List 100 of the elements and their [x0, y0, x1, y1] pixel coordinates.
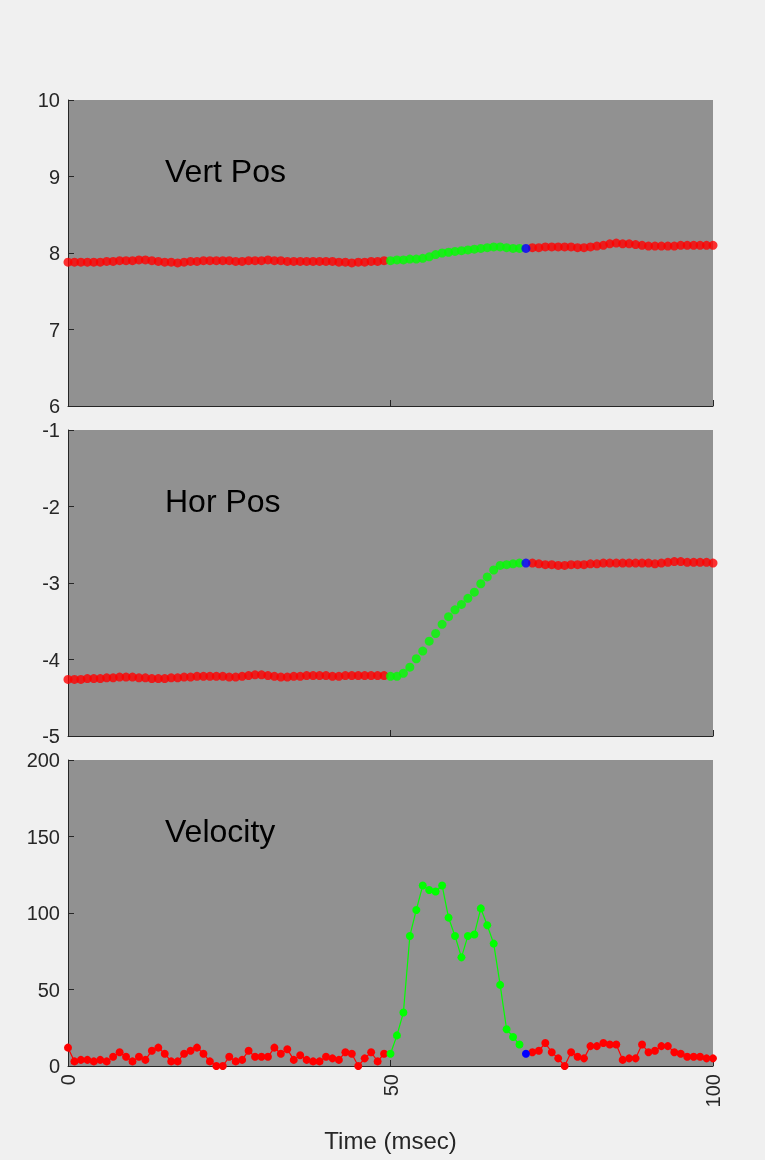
point: [612, 1040, 621, 1049]
point: [509, 1032, 518, 1041]
y-tick-label: -2: [42, 495, 60, 518]
y-tick-label: 100: [26, 902, 60, 924]
point: [244, 1046, 253, 1055]
point: [457, 953, 466, 962]
point: [122, 1052, 131, 1061]
point: [444, 612, 454, 622]
point: [463, 593, 473, 603]
point: [160, 1049, 169, 1058]
point: [141, 1055, 150, 1064]
point: [398, 668, 408, 678]
point: [625, 1054, 634, 1063]
x-tick-label: 100: [702, 1074, 724, 1108]
point: [225, 1052, 234, 1061]
point: [334, 1055, 343, 1064]
point: [483, 921, 492, 930]
point: [418, 646, 428, 656]
point: [115, 1048, 124, 1057]
point: [411, 654, 421, 664]
point: [315, 1057, 324, 1066]
point: [193, 1043, 201, 1052]
point: [567, 1048, 576, 1057]
y-tick-label: -3: [42, 572, 60, 594]
point: [322, 1052, 330, 1061]
y-tick-label: 0: [48, 1055, 60, 1077]
y-tick-label: 9: [48, 165, 60, 188]
point: [328, 1054, 337, 1063]
point: [592, 1042, 601, 1051]
point: [205, 1057, 214, 1066]
point: [218, 1062, 227, 1070]
y-tick-label: 10: [37, 89, 60, 111]
y-tick-label: 7: [48, 318, 60, 341]
point: [186, 1046, 195, 1055]
point: [367, 1048, 376, 1057]
point: [102, 1057, 111, 1066]
x-axis-title: Time (msec): [324, 1126, 457, 1154]
point: [650, 1046, 659, 1055]
point: [482, 572, 492, 582]
point: [670, 1048, 679, 1057]
point: [676, 1049, 685, 1058]
point: [296, 1051, 305, 1060]
point: [76, 1055, 85, 1064]
point: [154, 1043, 163, 1052]
point: [437, 619, 447, 629]
point: [212, 1062, 221, 1070]
point: [696, 1052, 705, 1061]
point: [534, 1046, 543, 1055]
point: [289, 1055, 298, 1064]
point: [147, 1046, 156, 1055]
point: [515, 1040, 524, 1049]
point: [469, 587, 479, 597]
point: [709, 1054, 717, 1063]
point: [476, 904, 485, 913]
point: [109, 1052, 118, 1061]
point: [431, 887, 440, 896]
point: [347, 1049, 356, 1058]
point: [96, 1055, 105, 1064]
y-tick-label: -5: [42, 725, 60, 747]
point: [424, 636, 434, 646]
point: [560, 1062, 569, 1070]
point: [380, 1049, 389, 1058]
point: [341, 1048, 350, 1057]
point: [580, 1054, 588, 1063]
x-tick-label: 50: [379, 1074, 402, 1097]
point: [405, 931, 414, 940]
point: [360, 1054, 369, 1063]
point: [354, 1062, 363, 1070]
point: [276, 1049, 285, 1058]
point: [392, 1031, 401, 1040]
point: [128, 1057, 137, 1066]
point: [134, 1052, 143, 1061]
point: [502, 1025, 511, 1034]
y-tick-label: 150: [26, 825, 60, 848]
point: [451, 931, 459, 940]
point: [489, 565, 499, 575]
point: [476, 579, 486, 589]
point: [521, 1049, 530, 1058]
point: [683, 1052, 692, 1061]
point: [547, 1048, 556, 1057]
point: [199, 1049, 208, 1058]
point: [64, 1043, 72, 1052]
y-tick-label: -4: [42, 648, 60, 671]
point: [399, 1008, 408, 1017]
point: [450, 605, 460, 615]
point: [470, 930, 479, 939]
point: [599, 1039, 608, 1048]
point: [463, 931, 472, 940]
point: [663, 1042, 672, 1051]
point: [496, 980, 505, 989]
point: [412, 905, 421, 914]
y-tick-label: -1: [42, 419, 60, 441]
point: [431, 628, 441, 638]
point: [708, 240, 718, 250]
y-tick-label: 50: [37, 978, 60, 1001]
point: [70, 1057, 79, 1066]
y-tick-label: 200: [26, 749, 60, 771]
x-tick-label: 0: [57, 1074, 79, 1086]
point: [708, 558, 718, 568]
point: [638, 1040, 647, 1049]
